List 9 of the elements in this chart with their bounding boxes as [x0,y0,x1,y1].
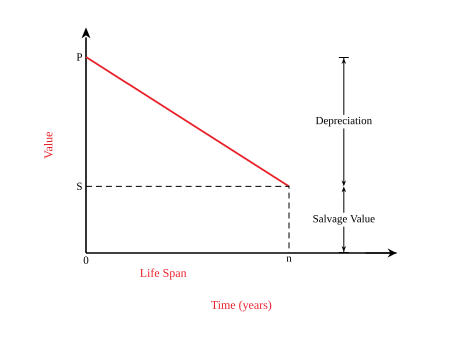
text: P [76,53,82,61]
annotation: Salvage Value [313,214,375,225]
x-tick-label: n [286,256,292,262]
x-axis-title: Time (years) [211,300,272,312]
annotation: Depreciation [316,116,372,126]
x-tick-label: 0 [84,256,88,264]
text: Life Span [140,268,186,280]
y-axis-title: Value [44,132,52,159]
text: S [77,182,82,190]
